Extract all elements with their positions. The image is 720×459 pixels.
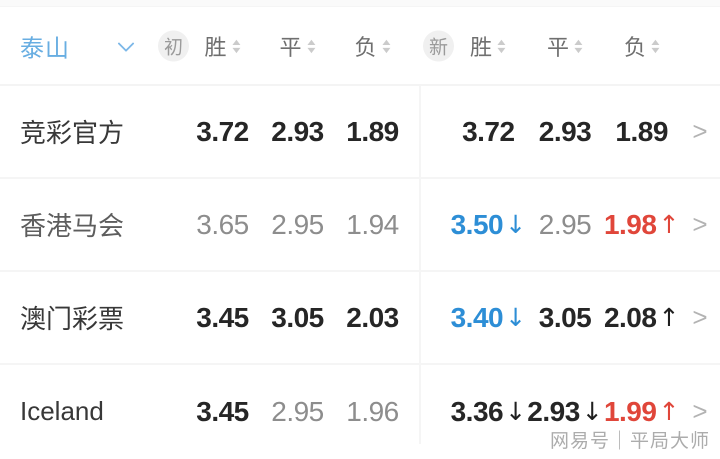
odds-value: 3.45 (196, 301, 249, 333)
odds-value: 3.45 (196, 395, 249, 427)
bookmaker-row[interactable]: 澳门彩票 3.45 3.05 2.03 3.40 ↓ 3.05 2.08 ↑ > (0, 272, 720, 365)
column-label: 平 (279, 34, 302, 60)
trend-up-icon: ↑ (658, 303, 680, 332)
bookmaker-name: 澳门彩票 (20, 304, 125, 334)
new-odds-group: 3.36 ↓ 2.93 ↓ 1.99 ↑ (450, 396, 680, 428)
odds-value: 1.98 (603, 208, 657, 240)
odds-value: 3.05 (271, 301, 324, 333)
odds-value: 2.93 (527, 395, 580, 427)
chevron-down-icon[interactable] (117, 34, 135, 52)
odds-value: 3.50 (450, 208, 504, 240)
odds-value: 1.89 (346, 115, 399, 147)
column-group-divider (419, 86, 421, 444)
sort-header-new-win[interactable]: 胜 ▲ ▼ (450, 7, 526, 84)
chevron-right-icon[interactable]: > (692, 116, 708, 146)
sort-icon: ▲ ▼ (494, 36, 509, 55)
sort-icon: ▲ ▼ (571, 36, 586, 55)
odds-value: 3.72 (196, 115, 249, 147)
column-label: 平 (547, 34, 570, 60)
chevron-right-icon[interactable]: > (692, 302, 708, 332)
column-label: 负 (354, 34, 377, 60)
bookmaker-name: 香港马会 (20, 211, 125, 241)
odds-value: 2.03 (346, 301, 399, 333)
column-label: 胜 (470, 34, 493, 60)
odds-value: 2.08 (603, 301, 657, 333)
sort-header-new-lose[interactable]: 负 ▲ ▼ (604, 7, 680, 84)
odds-table-header: 泰山 初 胜 ▲ ▼ 平 ▲ ▼ 负 ▲ ▼ 新 胜 ▲ ▼ 平 ▲ ▼ 负 ▲ ▼ (0, 7, 720, 86)
sort-header-early-win[interactable]: 胜 ▲ ▼ (185, 7, 260, 84)
trend-down-icon: ↓ (581, 397, 603, 426)
chevron-right-icon[interactable]: > (692, 396, 708, 426)
bookmaker-row[interactable]: 香港马会 3.65 2.95 1.94 3.50 ↓ 2.95 1.98 ↑ > (0, 179, 720, 272)
bookmaker-name: 竞彩官方 (20, 118, 125, 148)
odds-value: 3.36 (450, 395, 504, 427)
sort-icon: ▲ ▼ (379, 36, 393, 55)
odds-value: 3.65 (196, 208, 249, 240)
watermark: 网易号｜平局大师 (549, 431, 710, 452)
early-odds-group: 3.45 3.05 2.03 (185, 302, 410, 334)
early-odds-group: 3.45 2.95 1.96 (185, 396, 410, 428)
odds-value: 1.89 (615, 115, 668, 147)
odds-value: 1.94 (346, 208, 399, 240)
chevron-right-icon[interactable]: > (692, 209, 708, 239)
trend-up-icon: ↑ (658, 397, 680, 426)
trend-down-icon: ↓ (505, 210, 527, 239)
odds-value: 1.99 (603, 395, 657, 427)
sort-header-early-lose[interactable]: 负 ▲ ▼ (335, 7, 410, 84)
bookmaker-row[interactable]: Iceland 3.45 2.95 1.96 3.36 ↓ 2.93 ↓ 1.9… (0, 365, 720, 458)
odds-value: 2.95 (271, 208, 324, 240)
team-selector[interactable]: 泰山 (20, 35, 70, 62)
sort-icon: ▲ ▼ (229, 36, 243, 55)
bookmaker-row[interactable]: 竞彩官方 3.72 2.93 1.89 3.72 2.93 1.89 > (0, 86, 720, 179)
sort-header-new-draw[interactable]: 平 ▲ ▼ (527, 7, 603, 84)
odds-table-body: 竞彩官方 3.72 2.93 1.89 3.72 2.93 1.89 > 香港马… (0, 86, 720, 458)
early-odds-badge: 初 (158, 30, 189, 61)
early-odds-group: 3.72 2.93 1.89 (185, 116, 410, 148)
odds-value: 3.72 (462, 115, 515, 147)
odds-value: 2.95 (538, 208, 592, 240)
sort-icon: ▲ ▼ (648, 36, 663, 55)
bookmaker-name: Iceland (20, 396, 104, 426)
column-label: 胜 (204, 34, 227, 60)
trend-up-icon: ↑ (658, 210, 680, 239)
odds-value: 3.05 (538, 301, 592, 333)
early-odds-group: 3.65 2.95 1.94 (185, 209, 410, 241)
sort-icon: ▲ ▼ (304, 36, 318, 55)
new-odds-badge: 新 (423, 30, 454, 61)
column-label: 负 (624, 34, 647, 60)
odds-value: 2.93 (271, 115, 324, 147)
trend-down-icon: ↓ (505, 303, 527, 332)
trend-down-icon: ↓ (505, 397, 527, 426)
new-odds-group: 3.40 ↓ 3.05 2.08 ↑ (450, 302, 680, 334)
odds-value: 2.95 (271, 395, 324, 427)
odds-value: 2.93 (538, 115, 592, 147)
top-divider (0, 0, 720, 7)
new-odds-group: 3.72 2.93 1.89 (450, 116, 680, 148)
odds-value: 1.96 (346, 395, 399, 427)
odds-value: 3.40 (450, 301, 504, 333)
new-odds-group: 3.50 ↓ 2.95 1.98 ↑ (450, 209, 680, 241)
sort-header-early-draw[interactable]: 平 ▲ ▼ (260, 7, 335, 84)
